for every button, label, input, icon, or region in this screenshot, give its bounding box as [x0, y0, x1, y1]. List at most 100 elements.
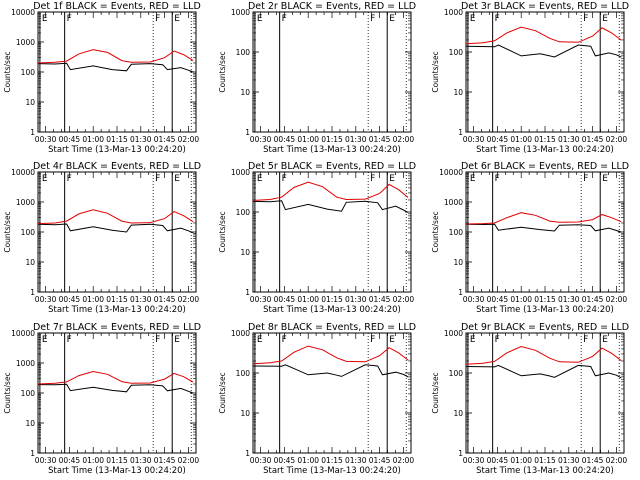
- x-tick-label: 00:45: [487, 295, 509, 304]
- events-series-line: [252, 200, 409, 213]
- detector-panel: Det 2r BLACK = Events, RED = LLD 1 10 100 10…: [218, 1, 416, 155]
- y-axis-label: Counts/sec: [218, 51, 227, 92]
- y-axis-label: Counts/sec: [431, 372, 440, 413]
- x-axis-label: Start Time (13-Mar-13 00:24:20): [48, 305, 186, 315]
- x-axis-label: Start Time (13-Mar-13 00:24:20): [476, 466, 614, 476]
- events-series-line: [465, 223, 622, 233]
- event-marker-label: F: [370, 335, 375, 345]
- x-tick-label: 01:30: [558, 456, 580, 465]
- y-tick-label: 100: [449, 48, 464, 57]
- x-axis-label: Start Time (13-Mar-13 00:24:20): [48, 466, 186, 476]
- lld-series-line: [465, 212, 622, 225]
- y-tick-label: 10000: [11, 168, 35, 177]
- x-tick-label: 01:30: [558, 135, 580, 144]
- y-tick-label: 10: [25, 98, 35, 107]
- panel-title: Det 7r BLACK = Events, RED = LLD: [33, 322, 201, 333]
- y-tick-label: 10: [25, 258, 35, 267]
- event-marker-label: E: [174, 335, 180, 345]
- event-marker-label: E: [257, 14, 263, 24]
- x-tick-label: 01:00: [82, 295, 104, 304]
- y-axis-label: Counts/sec: [431, 211, 440, 252]
- x-tick-label: 00:30: [463, 135, 485, 144]
- y-axis-label: Counts/sec: [218, 372, 227, 413]
- event-marker-label: F: [282, 14, 287, 24]
- detector-panel: Det 3r BLACK = Events, RED = LLD 1 10 100 10…: [431, 1, 629, 155]
- x-tick-label: 00:30: [35, 135, 57, 144]
- event-marker-label: E: [602, 14, 608, 24]
- lld-series-line: [252, 181, 409, 201]
- y-tick-label: 1000: [444, 198, 463, 207]
- detector-panel: Det 4r BLACK = Events, RED = LLD 1 10 100 10…: [3, 161, 201, 315]
- x-tick-label: 01:30: [558, 295, 580, 304]
- y-tick-label: 10000: [11, 8, 35, 17]
- x-tick-label: 00:30: [250, 456, 272, 465]
- x-tick-label: 01:00: [297, 135, 319, 144]
- detector-panel: Det 5r BLACK = Events, RED = LLD 1 10 100 10…: [218, 161, 416, 315]
- x-tick-label: 02:00: [606, 135, 628, 144]
- event-marker-label: F: [495, 174, 500, 184]
- event-marker-label: E: [389, 14, 395, 24]
- x-tick-label: 00:45: [59, 295, 81, 304]
- y-tick-label: 1000: [16, 198, 35, 207]
- y-tick-label: 1000: [16, 38, 35, 47]
- events-series-line: [37, 383, 194, 394]
- y-tick-label: 10: [240, 88, 250, 97]
- event-marker-label: F: [583, 174, 588, 184]
- x-tick-label: 00:45: [487, 135, 509, 144]
- y-tick-label: 1: [30, 449, 35, 458]
- x-tick-label: 00:30: [35, 295, 57, 304]
- x-tick-label: 01:30: [130, 456, 152, 465]
- x-tick-label: 00:30: [463, 295, 485, 304]
- x-tick-label: 00:30: [463, 456, 485, 465]
- lld-series-line: [37, 209, 194, 225]
- x-tick-label: 01:30: [345, 295, 367, 304]
- x-tick-label: 01:45: [582, 295, 604, 304]
- event-marker-label: E: [257, 335, 263, 345]
- x-tick-label: 01:45: [582, 456, 604, 465]
- detector-panel: Det 8r BLACK = Events, RED = LLD 1 10 100 10…: [218, 322, 416, 476]
- x-tick-label: 00:30: [250, 295, 272, 304]
- x-tick-label: 01:15: [321, 295, 343, 304]
- y-tick-label: 100: [21, 389, 36, 398]
- panel-title: Det 8r BLACK = Events, RED = LLD: [248, 322, 416, 333]
- x-tick-label: 00:45: [487, 456, 509, 465]
- x-tick-label: 01:45: [369, 456, 391, 465]
- detector-panel: Det 6r BLACK = Events, RED = LLD 1 10 100 10…: [431, 161, 629, 315]
- x-tick-label: 01:45: [154, 295, 176, 304]
- y-axis-label: Counts/sec: [218, 211, 227, 252]
- y-tick-label: 1: [30, 128, 35, 137]
- panel-title: Det 2r BLACK = Events, RED = LLD: [248, 1, 416, 12]
- x-tick-label: 02:00: [178, 295, 200, 304]
- panel-title: Det 9r BLACK = Events, RED = LLD: [461, 322, 629, 333]
- event-marker-label: E: [602, 174, 608, 184]
- detector-panel: Det 9r BLACK = Events, RED = LLD 1 10 100 10…: [431, 322, 629, 476]
- detector-panel: Det 1f BLACK = Events, RED = LLD 1 10 100 10…: [3, 1, 201, 155]
- y-tick-label: 100: [21, 228, 36, 237]
- x-tick-label: 01:15: [106, 135, 128, 144]
- event-marker-label: E: [389, 174, 395, 184]
- lld-series-line: [465, 345, 622, 365]
- event-marker-label: F: [67, 174, 72, 184]
- x-tick-label: 00:45: [59, 456, 81, 465]
- y-tick-label: 100: [449, 228, 464, 237]
- events-series-line: [465, 44, 622, 58]
- y-tick-label: 1: [458, 449, 463, 458]
- x-tick-label: 01:15: [534, 135, 556, 144]
- x-tick-label: 02:00: [393, 456, 415, 465]
- x-tick-label: 01:45: [154, 456, 176, 465]
- y-tick-label: 1: [245, 128, 250, 137]
- x-tick-label: 02:00: [178, 135, 200, 144]
- event-marker-label: E: [389, 335, 395, 345]
- event-marker-label: F: [583, 14, 588, 24]
- x-tick-label: 01:30: [130, 295, 152, 304]
- y-tick-label: 100: [236, 48, 251, 57]
- y-tick-label: 1: [245, 449, 250, 458]
- event-marker-label: E: [174, 14, 180, 24]
- x-tick-label: 01:00: [82, 456, 104, 465]
- y-tick-label: 10: [240, 248, 250, 257]
- x-tick-label: 01:45: [369, 295, 391, 304]
- events-series-line: [465, 364, 622, 379]
- x-tick-label: 00:30: [35, 456, 57, 465]
- y-tick-label: 10000: [11, 329, 35, 338]
- x-tick-label: 00:45: [274, 456, 296, 465]
